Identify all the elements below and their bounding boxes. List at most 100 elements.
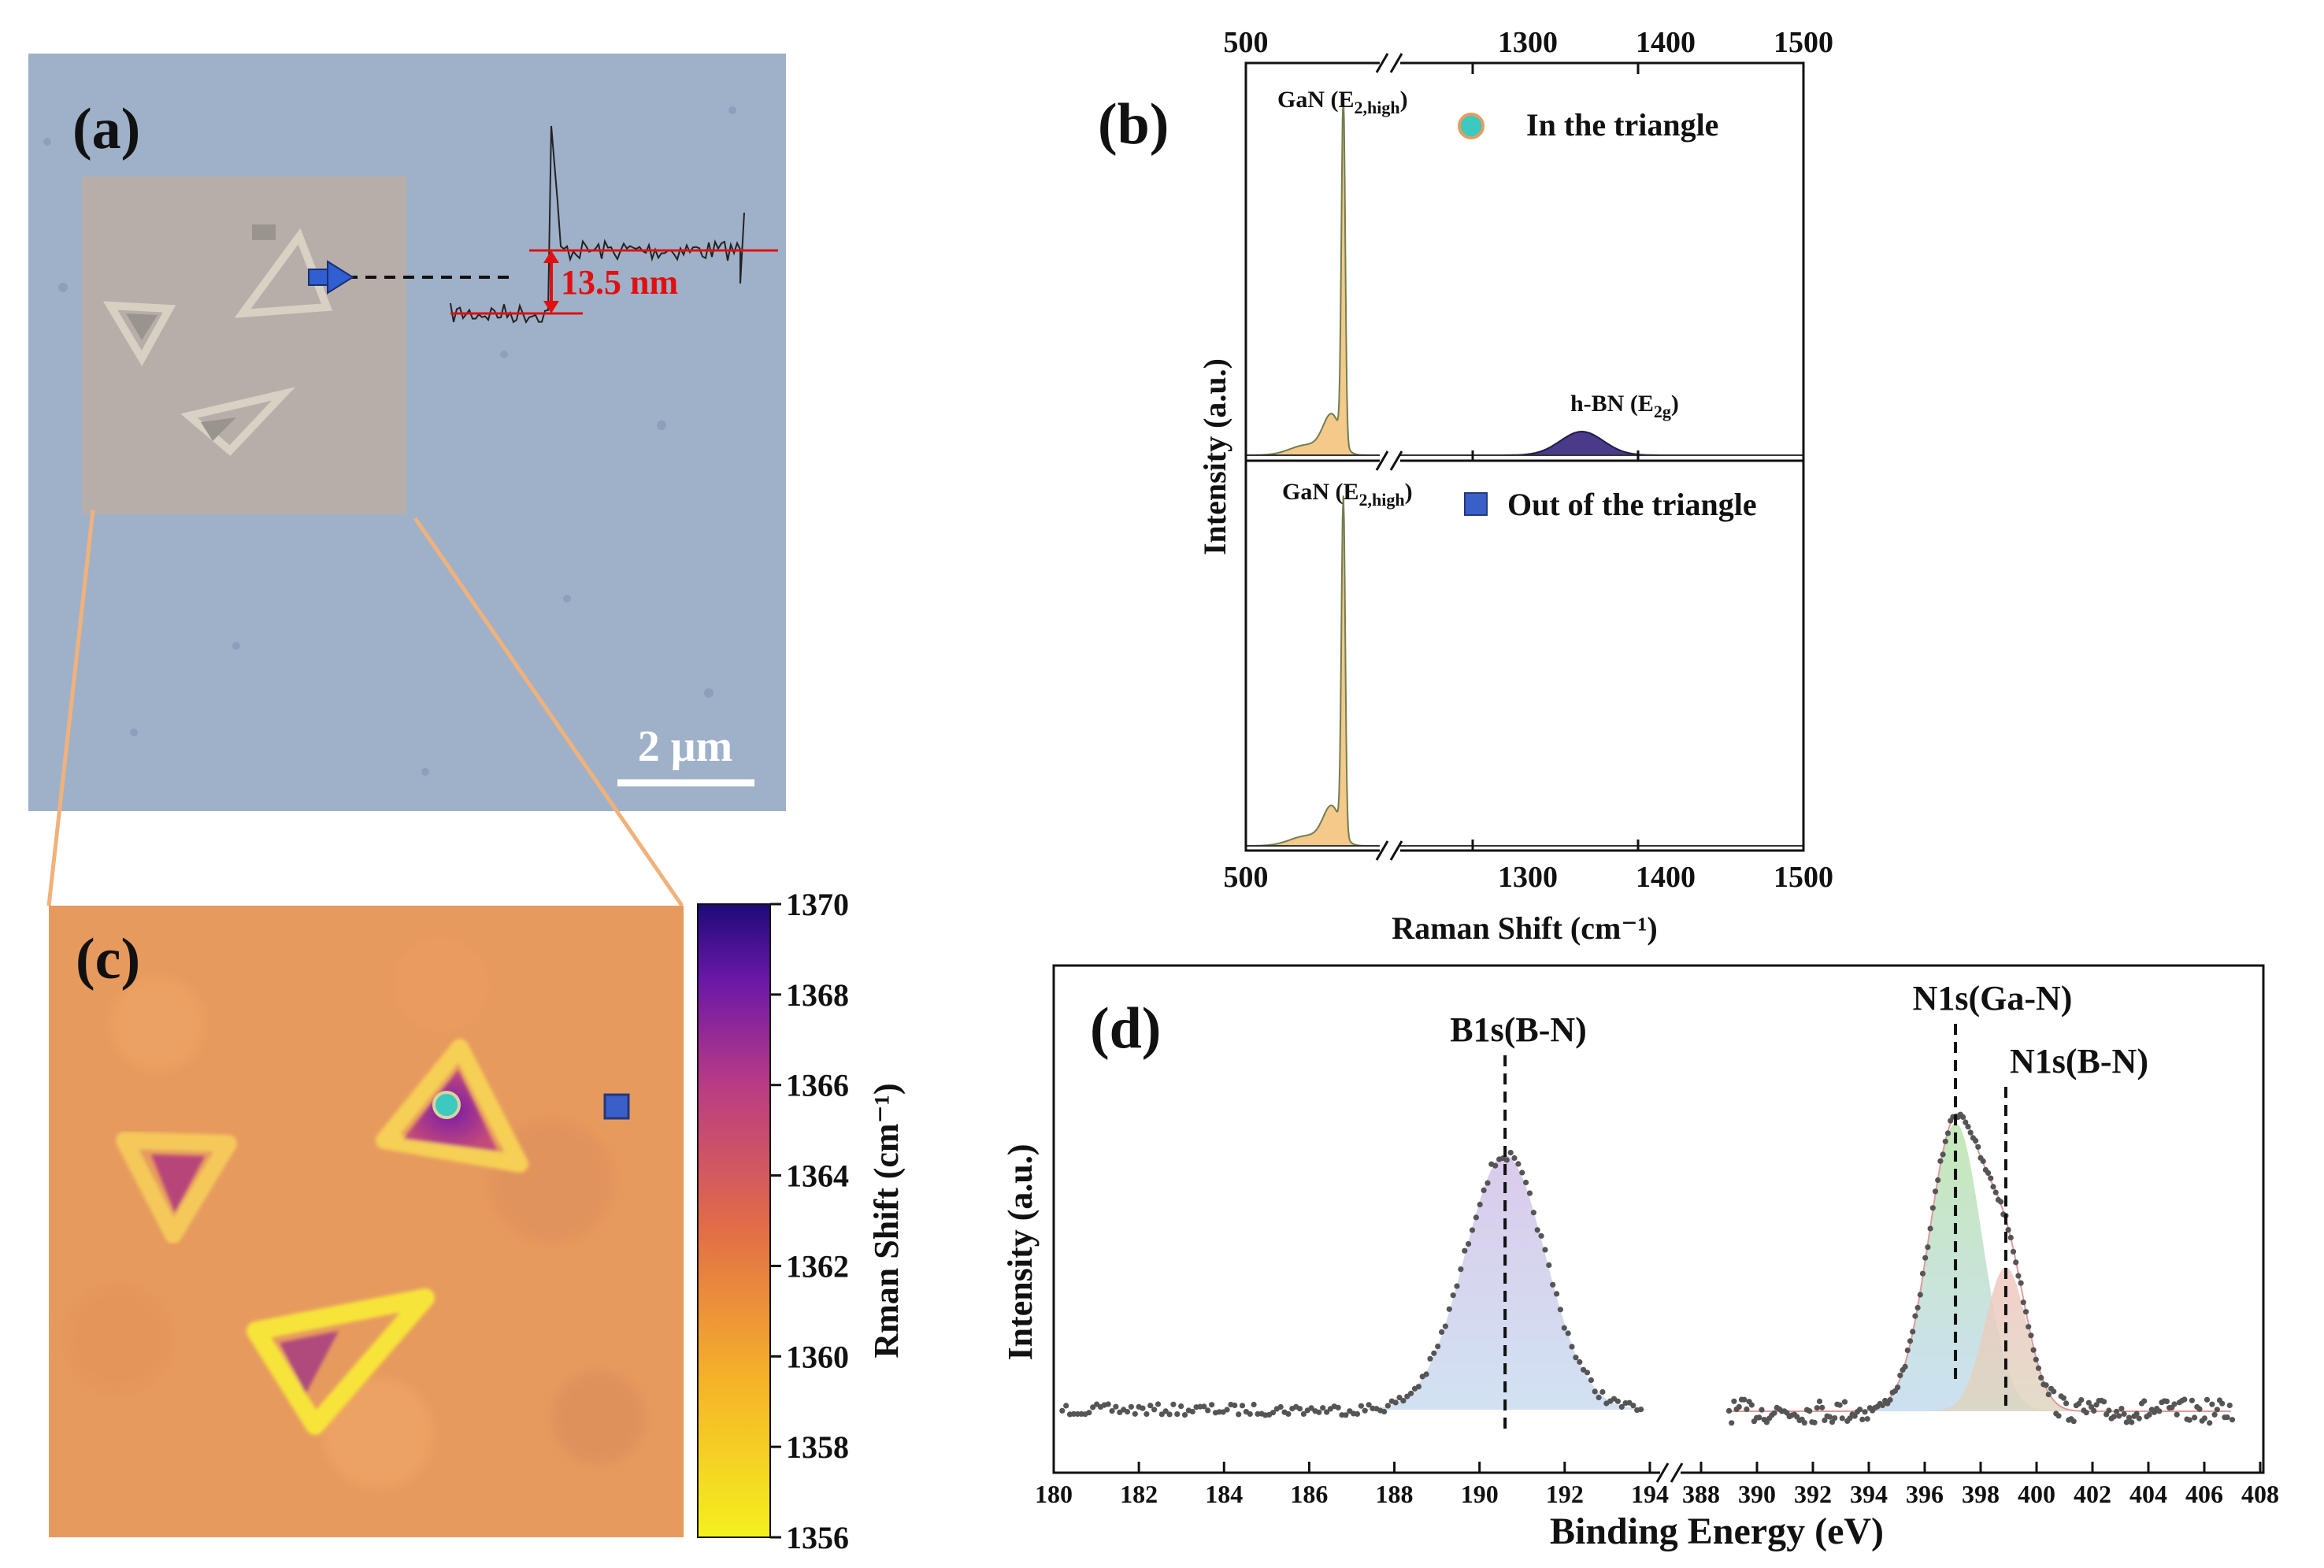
xps-point	[1439, 1329, 1445, 1335]
xps-point	[2121, 1410, 2127, 1417]
xps-point	[1614, 1398, 1621, 1404]
xps-tick-label: 404	[2129, 1480, 2167, 1508]
xps-point	[1143, 1410, 1150, 1418]
xps-tick-labels: 180 182 184 186 188 190 192 194 388 390 392 394 396 3…	[1035, 1480, 2279, 1508]
xps-point	[2018, 1280, 2024, 1286]
marker-out-of-triangle	[603, 1093, 630, 1120]
xps-tick-label: 192	[1546, 1480, 1584, 1508]
panel-a: 13.5 nm (a) 2 μm	[28, 54, 786, 811]
xps-point	[1063, 1403, 1069, 1409]
xps-point	[2043, 1382, 2049, 1388]
xps-point	[1320, 1405, 1326, 1411]
xps-point	[1862, 1409, 1868, 1415]
xps-point	[2051, 1388, 2057, 1395]
xps-point	[1178, 1403, 1184, 1410]
xps-point	[1879, 1402, 1885, 1409]
map-triangle-2	[116, 1132, 237, 1244]
xps-point	[1927, 1225, 1933, 1232]
xps-point	[1174, 1411, 1181, 1418]
xps-point	[1511, 1155, 1518, 1162]
xps-point	[1158, 1411, 1165, 1418]
xps-point	[2007, 1234, 2014, 1241]
xps-point	[1396, 1395, 1403, 1401]
axis-break-top	[1375, 52, 1403, 74]
xps-point	[1324, 1409, 1330, 1415]
xps-point	[1826, 1414, 1833, 1420]
xps-point	[2123, 1419, 2129, 1425]
xps-point	[1466, 1240, 1472, 1247]
xps-point	[1427, 1355, 1433, 1362]
xps-point	[2219, 1400, 2226, 1407]
xps-point	[1515, 1161, 1522, 1167]
xps-point	[2055, 1413, 2062, 1419]
xps-point	[2085, 1399, 2092, 1406]
xps-tick-label: 392	[1794, 1480, 1832, 1508]
xps-point	[2214, 1407, 2220, 1413]
xps-point	[1864, 1416, 1870, 1422]
panel-c: (c) 1370 1368 1366 1364 1362 1360 1358 1356 Rma…	[49, 887, 906, 1555]
xps-point	[1162, 1408, 1169, 1414]
step-arrow-head-up	[543, 250, 559, 263]
raman-tick-top-1300: 1300	[1498, 26, 1558, 59]
xps-peak-label-b1s: B1s(B-N)	[1450, 1010, 1587, 1049]
xps-point	[2045, 1392, 2052, 1398]
xps-point	[2113, 1408, 2120, 1414]
xps-tick-label: 190	[1461, 1480, 1499, 1508]
xps-point	[1458, 1266, 1464, 1273]
xps-point	[2189, 1397, 2195, 1403]
xps-point	[1975, 1144, 1981, 1150]
colorbar-ticks: 1370 1368 1366 1364 1362 1360 1358 1356	[770, 887, 849, 1555]
xps-point	[1937, 1158, 1944, 1164]
xps-point	[1630, 1403, 1636, 1409]
xps-point	[2126, 1414, 2133, 1421]
xps-point	[1358, 1403, 1364, 1409]
xps-point	[1565, 1330, 1571, 1336]
xps-peak-label-n1s-bn: N1s(B-N)	[2010, 1042, 2148, 1081]
xps-point	[1181, 1412, 1188, 1418]
xps-point	[2070, 1418, 2077, 1425]
xps-point	[2028, 1333, 2034, 1339]
map-triangle-3	[246, 1288, 435, 1435]
scale-bar-label: 2 μm	[638, 722, 732, 771]
xps-point	[1967, 1129, 1974, 1136]
xps-point	[1209, 1402, 1215, 1408]
xps-point	[2010, 1248, 2017, 1255]
xps-point	[1741, 1396, 1748, 1403]
raman-tick-bottom-500: 500	[1224, 861, 1269, 894]
colorbar-tick-label: 1356	[786, 1520, 849, 1555]
xps-point	[1922, 1255, 1929, 1261]
xps-point	[1442, 1323, 1448, 1329]
xps-point	[1929, 1205, 1936, 1211]
xps-point	[2013, 1259, 2019, 1266]
xps-point	[2093, 1402, 2100, 1408]
xps-point	[2060, 1395, 2066, 1401]
gan-peak-label-top: GaN (E2,high)	[1277, 87, 1408, 117]
xps-point	[2141, 1398, 2148, 1404]
xps-point	[1450, 1292, 1456, 1299]
xps-point	[2201, 1415, 2207, 1422]
xps-point	[1155, 1401, 1162, 1407]
xps-point	[1113, 1403, 1119, 1410]
xps-point	[2211, 1411, 2218, 1418]
xps-point	[1492, 1162, 1499, 1169]
xps-fit-n1s-bn	[1911, 1267, 2092, 1411]
xps-point	[2171, 1401, 2178, 1407]
xps-point	[2129, 1419, 2135, 1425]
xps-point	[2020, 1299, 2026, 1306]
xps-point	[1484, 1180, 1491, 1186]
xps-point	[1573, 1355, 1579, 1361]
xps-point	[1554, 1291, 1560, 1297]
xps-point	[1592, 1388, 1598, 1395]
xps-point	[1473, 1214, 1479, 1221]
xps-point	[2156, 1408, 2163, 1414]
xps-point	[2133, 1410, 2140, 1417]
xps-point	[1807, 1408, 1813, 1414]
axis-break-mid	[1375, 450, 1403, 472]
xps-point	[1335, 1404, 1341, 1410]
xps-point	[1638, 1407, 1644, 1413]
colorbar-tick-label: 1360	[786, 1339, 849, 1374]
xps-point	[1814, 1405, 1820, 1411]
xps-point	[1269, 1410, 1277, 1416]
xps-point	[1963, 1119, 1969, 1125]
xps-point	[2224, 1414, 2230, 1421]
